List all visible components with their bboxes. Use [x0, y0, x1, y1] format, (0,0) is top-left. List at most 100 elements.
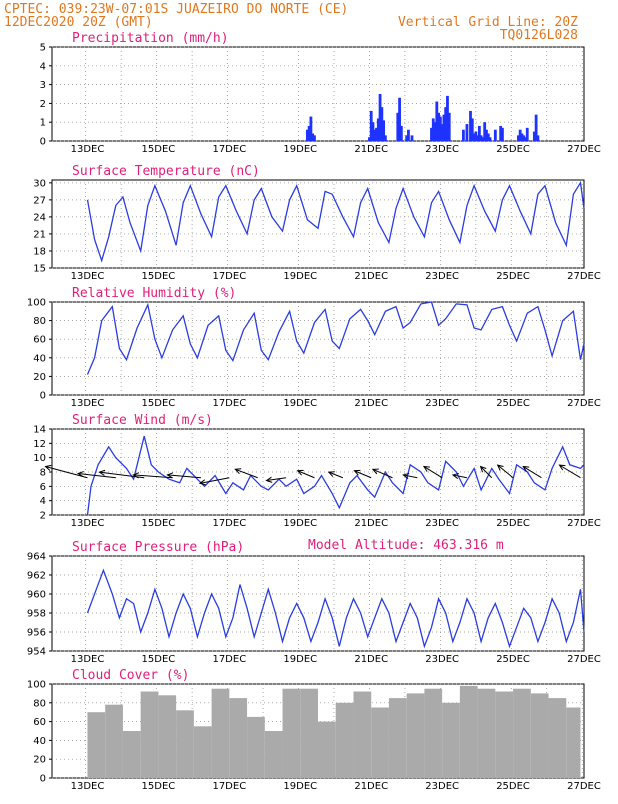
precip-bar [313, 135, 316, 141]
x-tick-label: 23DEC [425, 144, 459, 155]
panel-title: Surface Wind (m/s) [72, 413, 213, 428]
wind-arrow-shaft [372, 468, 393, 479]
y-tick-label: 18 [33, 246, 46, 257]
wind-arrow-head [522, 465, 530, 472]
wind-arrow-head [98, 469, 106, 476]
panel-frame [51, 179, 585, 269]
x-tick-label: 27DEC [567, 271, 601, 282]
precip-bar [446, 95, 449, 141]
precip-bar [378, 94, 382, 141]
precip-bar [477, 125, 481, 141]
precip-bar [465, 124, 469, 141]
y-tick-label: 8 [40, 468, 46, 479]
y-tick-label: 60 [33, 335, 46, 346]
y-tick-label: 40 [33, 736, 46, 747]
x-tick-label: 13DEC [71, 144, 105, 155]
wind-arrow-shaft [403, 474, 418, 479]
header-station: CPTEC: 039:23W-07:01S JUAZEIRO DO NORTE … [4, 2, 348, 17]
precip-bar [536, 135, 540, 141]
y-tick-label: 3 [40, 80, 46, 91]
panel-frame [51, 46, 585, 142]
panel-title: Cloud Cover (%) [72, 668, 189, 683]
panel-0: Precipitation (mm/h) 0 1 2 3 4 5 13DEC 15DEC 17DE… [40, 31, 601, 155]
cloud-bar [335, 702, 354, 778]
precip-bar [311, 133, 315, 141]
x-tick-label: 19DEC [283, 144, 317, 155]
precip-bar [383, 135, 387, 141]
x-tick-label: 15DEC [142, 398, 176, 409]
panel-title: Relative Humidity (%) [72, 286, 236, 301]
wind-arrow-shaft [559, 464, 581, 479]
precip-bar [375, 127, 378, 141]
y-tick-label: 6 [40, 482, 46, 493]
precip-bar [368, 137, 371, 141]
y-tick-label: 964 [27, 552, 46, 563]
cloud-bar [282, 688, 301, 778]
precip-bar [532, 131, 536, 141]
precip-bar [462, 129, 465, 141]
x-tick-label: 27DEC [567, 654, 601, 665]
precip-bar [493, 129, 497, 141]
x-tick-label: 15DEC [142, 781, 176, 792]
x-tick-label: 19DEC [283, 654, 317, 665]
x-tick-label: 27DEC [567, 781, 601, 792]
cloud-bar [459, 685, 478, 778]
y-tick-label: 4 [40, 496, 46, 507]
y-tick-label: 0 [40, 774, 46, 785]
series-line [86, 568, 585, 649]
cloud-bar [158, 695, 177, 778]
cloud-bar [193, 726, 212, 778]
precip-bar [476, 135, 479, 141]
precip-bar [396, 112, 400, 141]
x-tick-label: 17DEC [212, 271, 246, 282]
precip-bar [437, 112, 440, 141]
header-grid-note: Vertical Grid Line: 20Z [398, 15, 578, 30]
wind-arrow-head [479, 465, 487, 473]
wind-arrow-shaft [480, 466, 493, 479]
precip-bar [373, 129, 377, 141]
precip-bar [525, 127, 529, 141]
cloud-bar [247, 716, 265, 778]
precip-bar [488, 137, 492, 141]
precip-bar [376, 118, 380, 141]
y-tick-label: 0 [40, 391, 46, 402]
wind-arrow-head [198, 479, 206, 486]
y-tick-label: 20 [33, 755, 46, 766]
x-tick-label: 13DEC [71, 398, 105, 409]
y-tick-label: 2 [40, 99, 46, 110]
precip-bar [398, 97, 401, 141]
cloud-bar [424, 688, 443, 778]
y-tick-label: 100 [27, 680, 46, 691]
x-tick-label: 17DEC [212, 781, 246, 792]
cloud-bar [318, 721, 336, 778]
precip-bar [501, 127, 504, 141]
y-tick-label: 2 [40, 511, 46, 522]
x-tick-label: 15DEC [142, 144, 176, 155]
wind-arrow-head [132, 472, 140, 479]
precip-bar [309, 116, 313, 141]
precip-bar [481, 137, 485, 141]
pressure-annotation: Model Altitude: 463.316 m [308, 538, 504, 553]
y-tick-label: 20 [33, 372, 46, 383]
x-tick-label: 23DEC [425, 398, 459, 409]
wind-arrow-shaft [423, 466, 443, 479]
wind-arrow-shaft [45, 466, 88, 479]
x-tick-label: 25DEC [496, 518, 530, 529]
header-date: 12DEC2020 20Z (GMT) [4, 15, 153, 30]
panel-5: Cloud Cover (%) 0 20 40 60 80 100 13DEC 15DEC 17D… [27, 668, 601, 792]
cloud-bar [371, 707, 389, 778]
wind-arrow-head [558, 464, 566, 471]
y-tick-label: 4 [40, 61, 46, 72]
x-tick-label: 25DEC [496, 271, 530, 282]
y-tick-label: 30 [33, 178, 46, 189]
precip-bar [499, 125, 503, 141]
x-tick-label: 19DEC [283, 781, 317, 792]
series-line [86, 301, 585, 375]
y-tick-label: 27 [33, 195, 46, 206]
precip-bar [444, 107, 448, 141]
wind-arrow-shaft [522, 466, 542, 479]
x-tick-label: 13DEC [71, 271, 105, 282]
precip-bar [524, 137, 527, 141]
wind-arrow-shaft [297, 470, 315, 479]
precip-bar [305, 129, 309, 141]
